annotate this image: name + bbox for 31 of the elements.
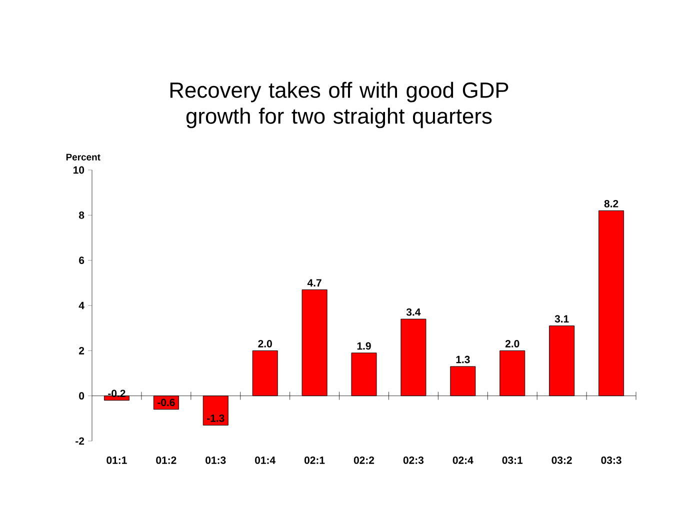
chart-title: Recovery takes off with good GDP growth for two straight quarters (170, 82, 508, 128)
x-tick-label: 03:2 (552, 456, 572, 464)
y-tick-label: -2 (76, 437, 84, 445)
x-tick-label: 02:1 (304, 456, 325, 464)
x-tick-label: 02:3 (403, 456, 424, 464)
x-tick-label: 01:2 (156, 456, 176, 464)
data-label: 1.3 (456, 356, 470, 364)
data-label: 1.9 (357, 342, 371, 350)
data-label: -1.3 (207, 414, 224, 422)
data-label: 4.7 (307, 279, 322, 286)
x-tick-label: 03:3 (601, 456, 622, 464)
x-tick-label: 03:1 (502, 456, 523, 464)
y-tick-label: 10 (74, 166, 84, 174)
data-label: 2.0 (258, 340, 272, 348)
x-tick-label: 02:2 (354, 456, 374, 464)
y-axis-title: Percent (66, 154, 100, 160)
y-tick-label: 4 (78, 302, 84, 310)
y-tick-label: 0 (79, 392, 84, 400)
x-tick-label: 01:3 (206, 456, 226, 464)
data-label: 8.2 (604, 200, 618, 208)
data-label: 3.4 (406, 308, 421, 316)
y-tick-label: 6 (79, 256, 84, 264)
data-label: -0.6 (158, 398, 175, 406)
x-tick-label: 01:1 (106, 456, 127, 464)
data-label: 3.1 (554, 315, 569, 323)
y-tick-label: 8 (78, 211, 84, 219)
data-label: -0.2 (108, 390, 126, 398)
y-tick-label: 2 (79, 347, 84, 354)
data-label: 2.0 (505, 340, 520, 348)
x-tick-label: 02:4 (452, 456, 474, 464)
x-tick-label: 01:4 (255, 456, 276, 464)
